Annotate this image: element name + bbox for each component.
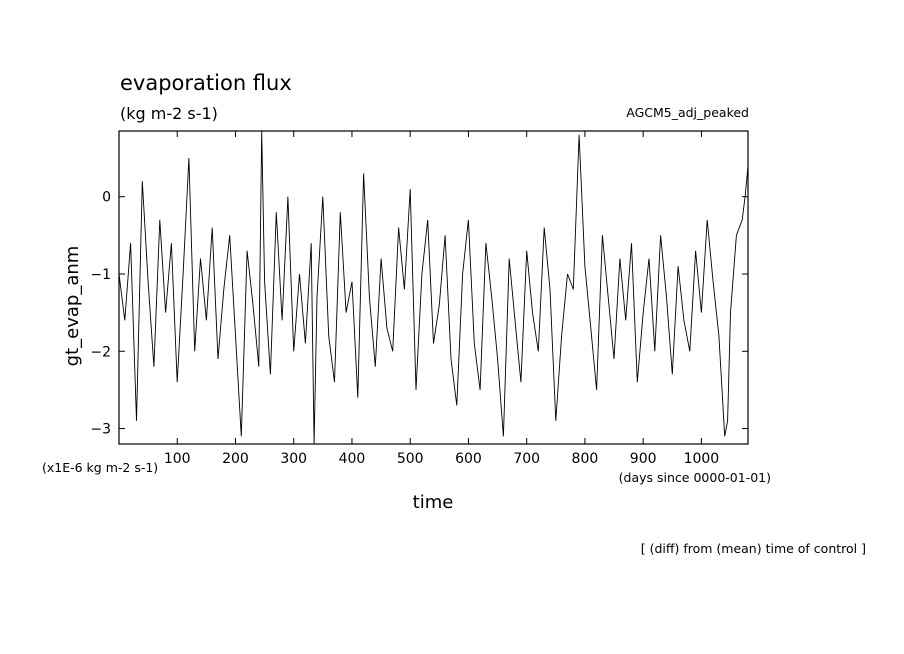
- axis-ticks: [119, 131, 748, 444]
- x-tick-label: 300: [280, 451, 307, 467]
- x-tick-label: 800: [572, 451, 599, 467]
- x-axis-label: time: [413, 492, 454, 513]
- y-tick-label: −1: [90, 267, 111, 283]
- y-axis-label: gt_evap_anm: [62, 246, 83, 367]
- x-tick-label: 100: [164, 451, 191, 467]
- y-tick-label: −3: [90, 422, 111, 438]
- y-tick-label: −2: [90, 344, 111, 360]
- x-tick-label: 900: [630, 451, 657, 467]
- x-tick-label: 400: [339, 451, 366, 467]
- x-unit-note: (days since 0000-01-01): [619, 470, 771, 485]
- footnote: [ (diff) from (mean) time of control ]: [641, 541, 866, 556]
- y-tick-label: 0: [102, 190, 111, 206]
- x-tick-label: 200: [222, 451, 249, 467]
- x-tick-labels: 100 200 300 400 500 600 700 800 900 1000: [164, 451, 719, 467]
- chart-units: (kg m-2 s-1): [120, 104, 218, 123]
- chart-title: evaporation flux: [120, 71, 292, 95]
- x-tick-label: 1000: [684, 451, 720, 467]
- plot-frame: [118, 130, 749, 445]
- x-tick-label: 700: [513, 451, 540, 467]
- x-tick-label: 500: [397, 451, 424, 467]
- y-tick-labels: 0 −1 −2 −3: [90, 190, 111, 438]
- series-line: [118, 130, 749, 445]
- x-tick-label: 600: [455, 451, 482, 467]
- y-scale-note: (x1E-6 kg m-2 s-1): [42, 460, 158, 475]
- experiment-label: AGCM5_adj_peaked: [626, 105, 749, 120]
